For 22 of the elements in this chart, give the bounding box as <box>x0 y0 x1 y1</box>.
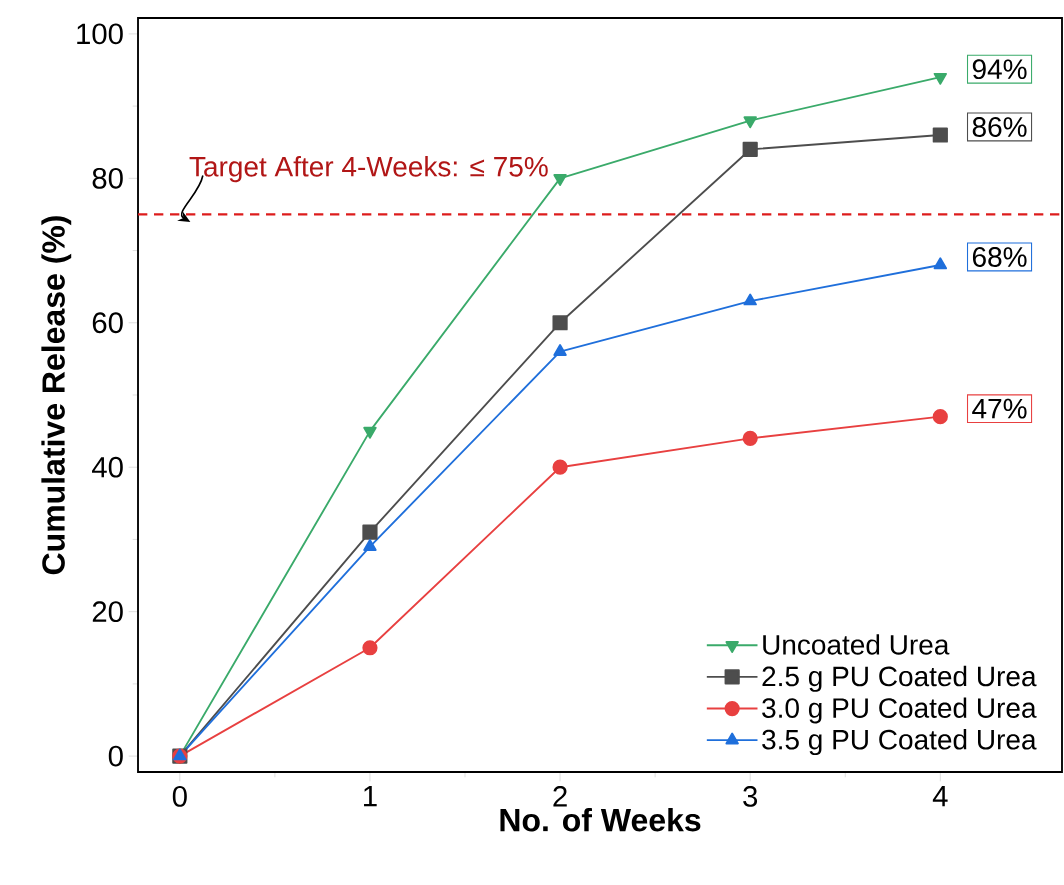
y-tick-label: 80 <box>92 167 123 189</box>
legend-label: Uncoated Urea <box>763 634 950 655</box>
data-label: 94% <box>972 59 1027 80</box>
data-label: 86% <box>972 117 1027 137</box>
legend-label: 2.5 g PU Coated Urea <box>762 665 1037 692</box>
ref-line-label: Target After 4-Weeks: ≤ 75% <box>189 156 548 183</box>
y-tick-label: 60 <box>92 312 123 334</box>
x-axis-title: No. of Weeks <box>500 807 701 832</box>
y-tick-label: 100 <box>77 23 123 45</box>
x-tick-label: 2 <box>553 786 567 807</box>
y-axis-title: Cumulative Release (%) <box>41 216 72 575</box>
legend-label: 3.5 g PU Coated Urea <box>762 729 1037 756</box>
data-label: 68% <box>972 247 1027 267</box>
x-tick-label: 3 <box>743 786 758 807</box>
data-label: 47% <box>972 398 1027 419</box>
legend-label: 3.0 g PU Coated Urea <box>762 697 1037 724</box>
x-tick-label: 4 <box>932 786 948 807</box>
x-tick-label: 0 <box>172 786 187 807</box>
y-tick-label: 20 <box>92 601 123 623</box>
y-tick-label: 0 <box>108 745 123 767</box>
y-tick-label: 40 <box>92 456 123 478</box>
x-tick-label: 1 <box>364 786 377 807</box>
